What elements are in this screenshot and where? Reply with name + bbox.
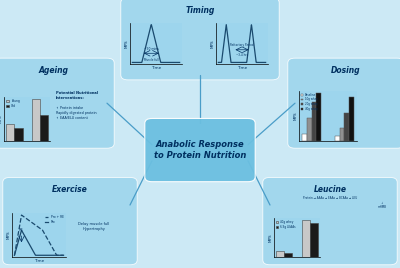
Text: Timing: Timing bbox=[185, 6, 215, 15]
Text: Anabolic Response
to Protein Nutrition: Anabolic Response to Protein Nutrition bbox=[154, 140, 246, 160]
Text: Ageing: Ageing bbox=[39, 66, 69, 75]
Text: Exercise: Exercise bbox=[52, 185, 88, 194]
FancyBboxPatch shape bbox=[3, 177, 137, 265]
FancyBboxPatch shape bbox=[0, 58, 114, 148]
FancyBboxPatch shape bbox=[121, 0, 279, 80]
Text: Delay muscle full
Hypertrophy: Delay muscle full Hypertrophy bbox=[78, 222, 110, 231]
FancyBboxPatch shape bbox=[263, 177, 397, 265]
Text: Protein → AAAs → EAAs → BCAAs → LEU: Protein → AAAs → EAAs → BCAAs → LEU bbox=[303, 196, 357, 200]
Text: ↓
mHMB: ↓ mHMB bbox=[378, 201, 386, 209]
FancyBboxPatch shape bbox=[145, 118, 255, 182]
Text: Potential Nutritional
Interventions:: Potential Nutritional Interventions: bbox=[56, 91, 98, 100]
Text: ↑ Protein intake
Rapidly digested protein
↑ EAA/ELU content: ↑ Protein intake Rapidly digested protei… bbox=[56, 106, 97, 120]
Text: Leucine: Leucine bbox=[314, 185, 346, 194]
Text: Dosing: Dosing bbox=[331, 66, 361, 75]
FancyBboxPatch shape bbox=[288, 58, 400, 148]
